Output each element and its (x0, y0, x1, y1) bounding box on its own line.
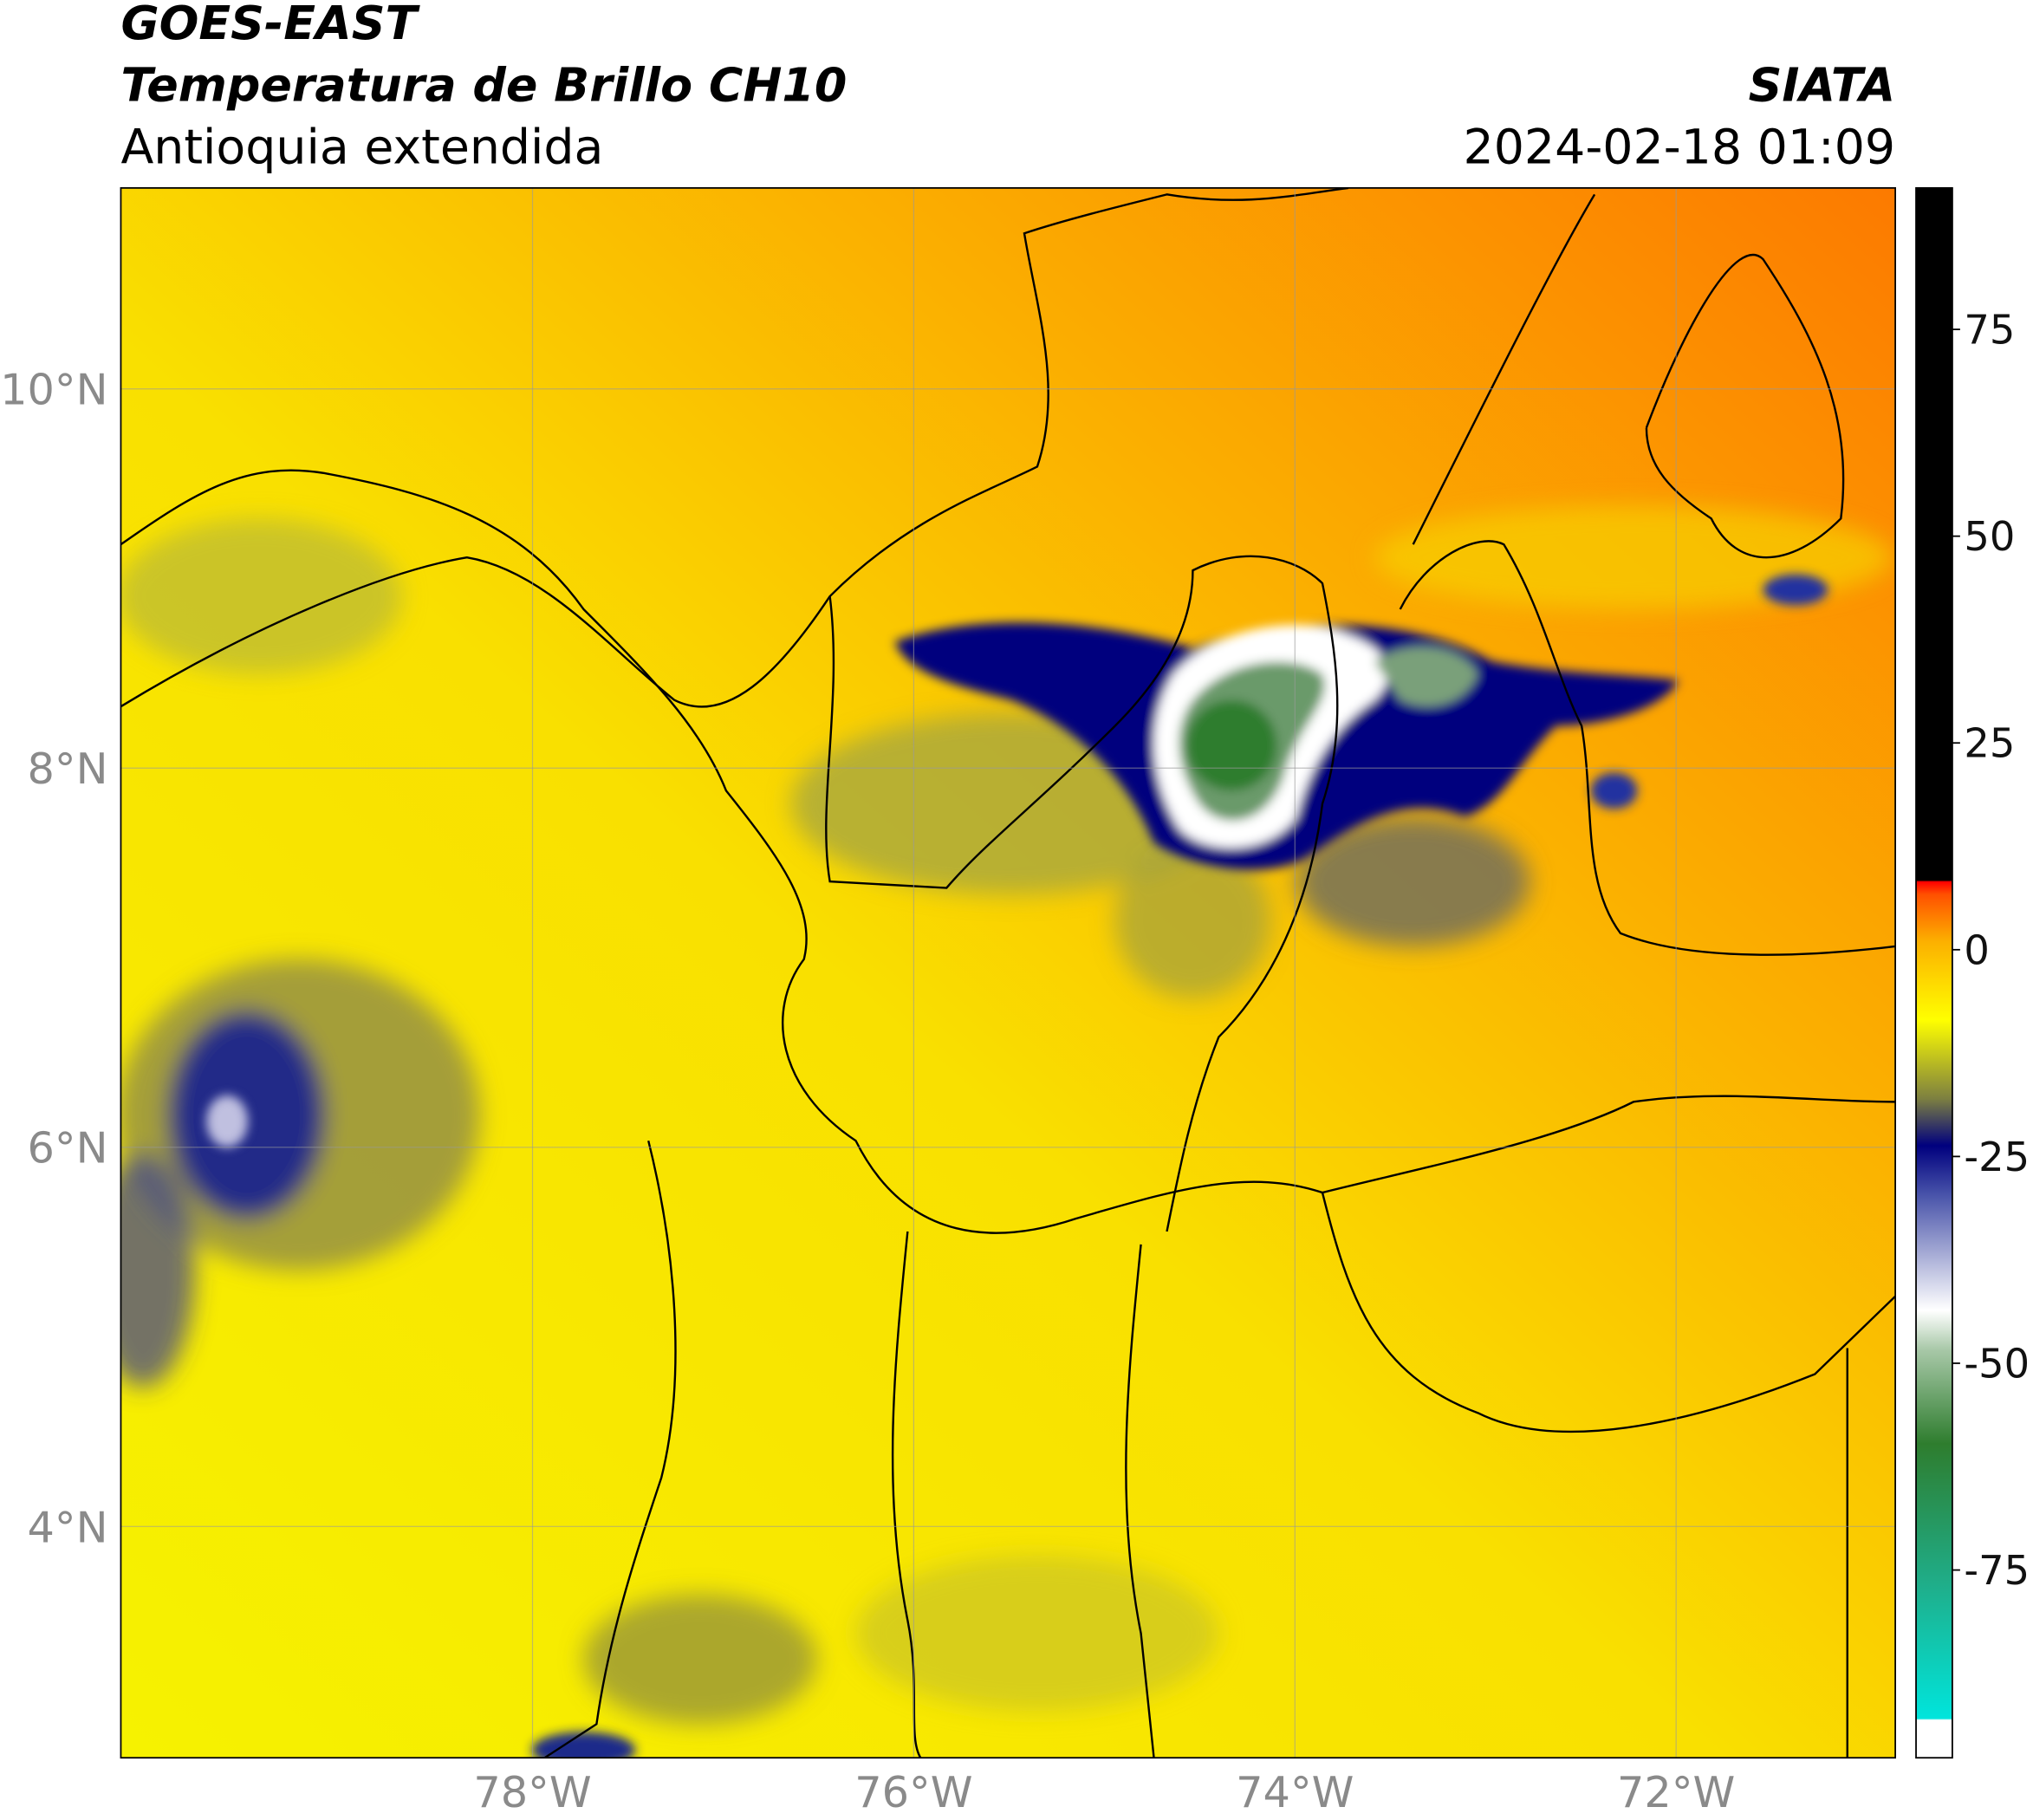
colorbar-tick-label: 0 (1964, 926, 1990, 973)
lon-tick-label: 78°W (473, 1767, 591, 1817)
region-subtitle: Antioquia extendida (120, 120, 603, 175)
product-title: Temperatura de Brillo CH10 (120, 58, 847, 113)
source-label: SIATA (1749, 58, 1896, 113)
graticule (120, 187, 1896, 1758)
colorbar-tick-label: -25 (1964, 1134, 2030, 1180)
lon-tick-label: 74°W (1236, 1767, 1354, 1817)
lat-tick-label: 8°N (28, 744, 108, 794)
lat-tick-label: 6°N (28, 1123, 108, 1173)
colorbar (1915, 186, 1953, 1759)
map-area (120, 187, 1896, 1758)
satellite-title: GOES-EAST (120, 0, 420, 50)
map-frame (120, 186, 1896, 1759)
lat-tick-label: 4°N (28, 1502, 108, 1552)
cloud-field (120, 505, 1893, 1725)
colorbar-tick-label: 25 (1964, 720, 2015, 767)
lat-tick-label: 10°N (0, 365, 107, 415)
colorbar-tick-label: 50 (1964, 513, 2015, 560)
lon-tick-label: 76°W (854, 1767, 972, 1817)
colorbar-tick-label: 75 (1964, 307, 2015, 354)
colorbar-tick-label: -50 (1964, 1340, 2030, 1387)
map-background (120, 187, 1896, 1758)
datetime-label: 2024-02-18 01:09 (1464, 120, 1896, 175)
colorbar-tick-label: -75 (1964, 1547, 2030, 1594)
lon-tick-label: 72°W (1617, 1767, 1735, 1817)
